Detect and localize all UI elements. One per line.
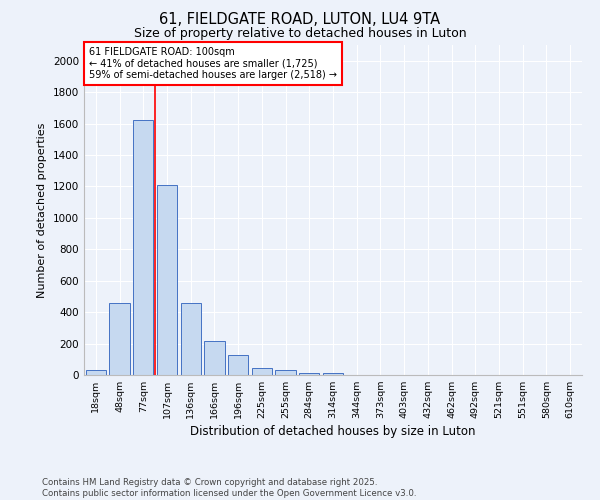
Bar xyxy=(323,374,343,375)
Bar xyxy=(109,302,130,375)
X-axis label: Distribution of detached houses by size in Luton: Distribution of detached houses by size … xyxy=(190,426,476,438)
Bar xyxy=(228,356,248,375)
Bar xyxy=(181,302,201,375)
Bar xyxy=(205,341,224,375)
Y-axis label: Number of detached properties: Number of detached properties xyxy=(37,122,47,298)
Bar xyxy=(133,120,154,375)
Bar xyxy=(157,185,177,375)
Text: 61 FIELDGATE ROAD: 100sqm
← 41% of detached houses are smaller (1,725)
59% of se: 61 FIELDGATE ROAD: 100sqm ← 41% of detac… xyxy=(89,46,337,80)
Bar xyxy=(86,370,106,375)
Text: 61, FIELDGATE ROAD, LUTON, LU4 9TA: 61, FIELDGATE ROAD, LUTON, LU4 9TA xyxy=(160,12,440,28)
Bar xyxy=(299,372,319,375)
Bar xyxy=(252,368,272,375)
Text: Contains HM Land Registry data © Crown copyright and database right 2025.
Contai: Contains HM Land Registry data © Crown c… xyxy=(42,478,416,498)
Bar xyxy=(275,370,296,375)
Text: Size of property relative to detached houses in Luton: Size of property relative to detached ho… xyxy=(134,28,466,40)
